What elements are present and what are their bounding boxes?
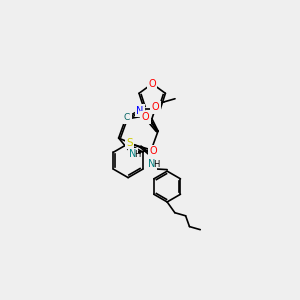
Text: N: N	[129, 149, 137, 159]
Text: N: N	[136, 106, 144, 116]
Text: H: H	[153, 160, 160, 169]
Text: N: N	[148, 159, 155, 169]
Text: O: O	[142, 112, 150, 122]
Text: O: O	[149, 146, 157, 156]
Text: S: S	[126, 138, 133, 148]
Text: O: O	[152, 102, 160, 112]
Text: O: O	[148, 79, 156, 89]
Text: C: C	[124, 113, 130, 122]
Text: H: H	[134, 150, 141, 159]
